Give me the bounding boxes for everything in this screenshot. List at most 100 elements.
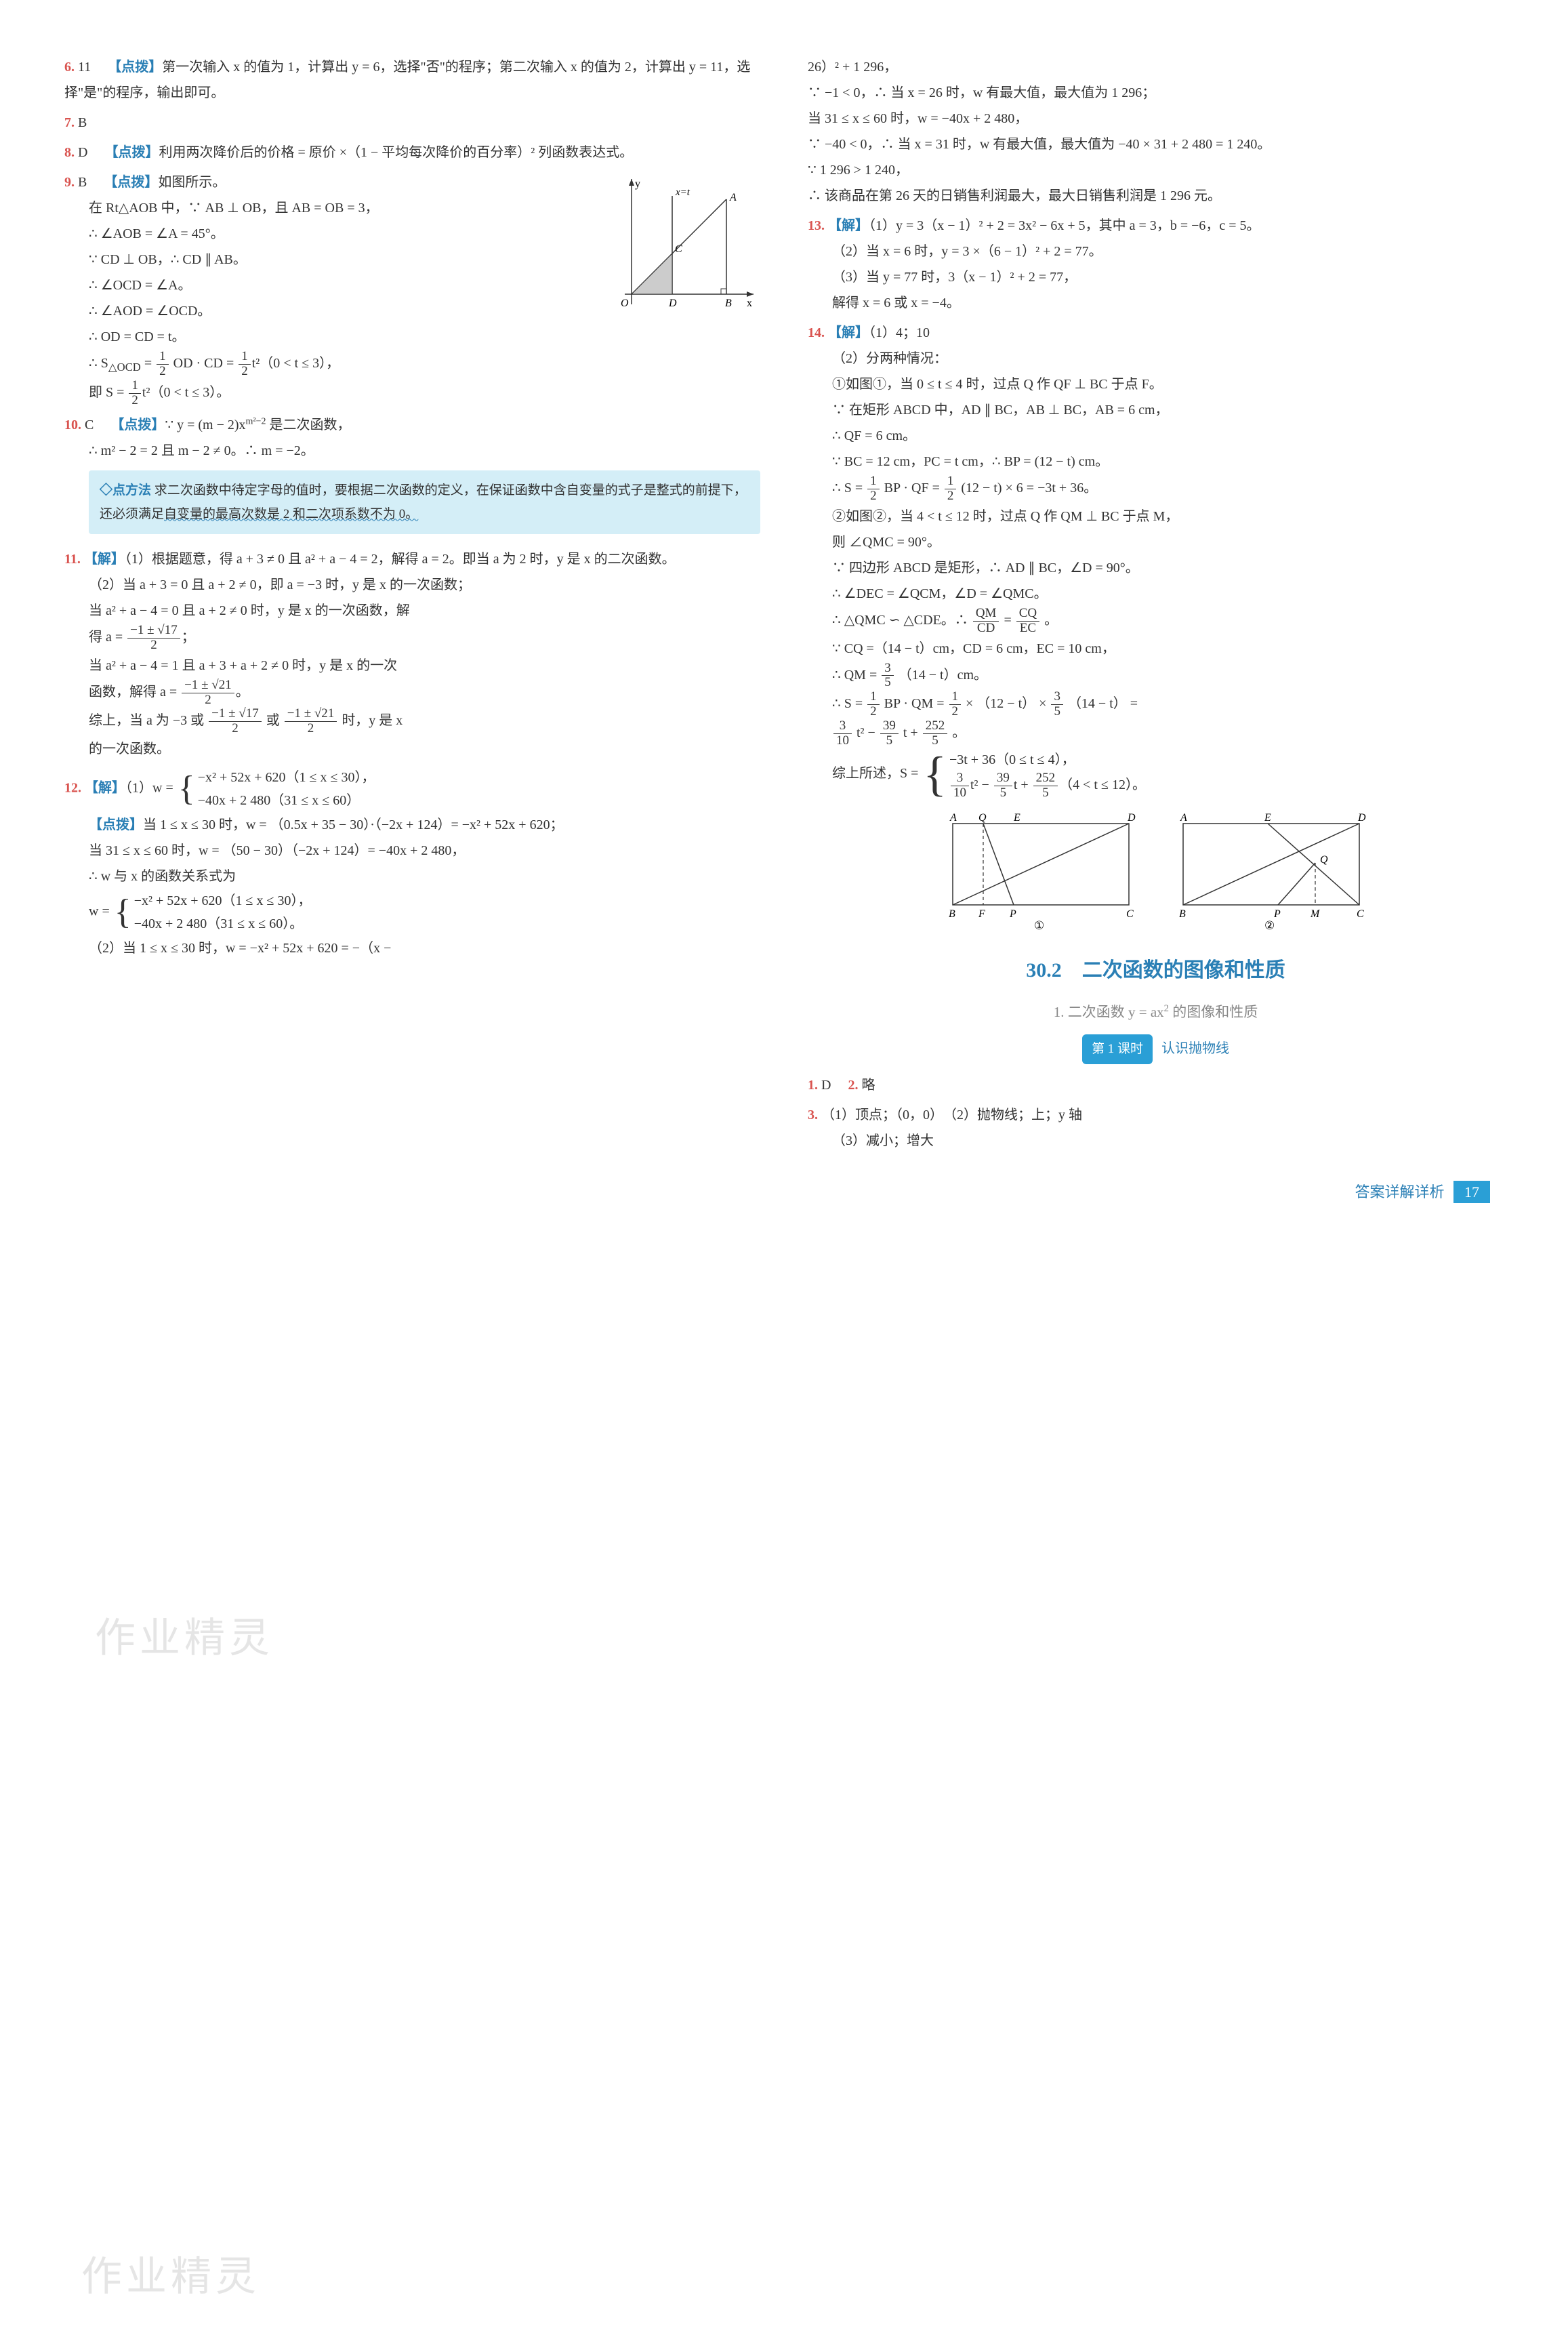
q-number: 10. (64, 418, 81, 432)
svg-text:B: B (725, 298, 732, 309)
svg-text:E: E (1264, 812, 1271, 824)
line: ②如图②，当 4 < t ≤ 12 时，过点 Q 作 QM ⊥ BC 于点 M， (808, 504, 1504, 529)
solve-tag: 【解】 (828, 325, 869, 340)
geometry-figures: A Q E D B F P C ① A E (808, 810, 1504, 932)
svg-text:Q: Q (978, 812, 987, 824)
line: 【点拨】当 1 ≤ x ≤ 30 时，w = （0.5x + 35 − 30）·… (64, 812, 760, 838)
line: ∵ −1 < 0，∴ 当 x = 26 时，w 有最大值，最大值为 1 296； (808, 80, 1504, 106)
q13: 13. 【解】（1）y = 3（x − 1）² + 2 = 3x² − 6x +… (808, 213, 1504, 316)
line: ∵ 1 296 > 1 240， (808, 157, 1504, 183)
q14: 14. 【解】（1）4；10 （2）分两种情况： ①如图①，当 0 ≤ t ≤ … (808, 320, 1504, 932)
piecewise: { −x² + 52x + 620（1 ≤ x ≤ 30）， −40x + 2 … (178, 766, 375, 812)
section-heading: 30.2 二次函数的图像和性质 (808, 951, 1504, 990)
line: 函数，解得 a = −1 ± √212。 (64, 679, 760, 708)
left-column: 6. 11 【点拨】 第一次输入 x 的值为 1，计算出 y = 6，选择"否"的… (64, 54, 760, 1158)
line: 得 a = −1 ± √172； (64, 624, 760, 653)
answer: C (85, 418, 94, 432)
q-number: 1. (808, 1078, 818, 1093)
footer-label: 答案详解详析 (1355, 1183, 1444, 1200)
page-number: 17 (1453, 1181, 1490, 1203)
hint-tag: 【点拨】 (104, 145, 159, 160)
line: 即 S = 12t²（0 < t ≤ 3）。 (64, 379, 760, 408)
q-number: 2. (848, 1078, 858, 1093)
subsection: 1. 二次函数 y = ax2 的图像和性质 (808, 999, 1504, 1026)
svg-text:C: C (1126, 908, 1134, 920)
svg-text:M: M (1310, 908, 1321, 920)
line: （2）分两种情况： (808, 346, 1504, 371)
line: ∵ −40 < 0，∴ 当 x = 31 时，w 有最大值，最大值为 −40 ×… (808, 131, 1504, 157)
solve-tag: 【解】 (84, 552, 125, 567)
svg-text:P: P (1273, 908, 1281, 920)
svg-text:x: x (747, 298, 752, 309)
line: ∴ ∠DEC = ∠QCM，∠D = ∠QMC。 (808, 581, 1504, 607)
line: （3）减小；增大 (808, 1128, 1504, 1154)
q-number: 14. (808, 325, 825, 340)
text: ∵ y = (m − 2)x (165, 418, 245, 432)
a3: 3. （1）顶点；（0，0） （2）抛物线；上；y 轴 （3）减小；增大 (808, 1102, 1504, 1154)
answer: 11 (78, 60, 91, 75)
q-number: 11. (64, 552, 81, 567)
line: ∴ QF = 6 cm。 (808, 423, 1504, 449)
line: 310 t² − 395 t + 2525 。 (808, 719, 1504, 748)
line: ∴ 该商品在第 26 天的日销售利润最大，最大日销售利润是 1 296 元。 (808, 183, 1504, 209)
tip-label: ◇点方法 (100, 479, 151, 502)
solve-tag: 【解】 (828, 218, 869, 233)
figure-1: A Q E D B F P C ① (939, 810, 1142, 932)
method-tip: ◇点方法 求二次函数中待定字母的值时，要根据二次函数的定义，在保证函数中含自变量… (89, 470, 760, 534)
svg-text:②: ② (1264, 919, 1275, 932)
text: 第一次输入 x 的值为 1，计算出 y = 6，选择"否"的程序；第二次输入 x… (64, 60, 750, 100)
hint-tag: 【点拨】 (104, 175, 158, 190)
line: ∵ BC = 12 cm，PC = t cm，∴ BP = (12 − t) c… (808, 449, 1504, 474)
line: ∴ S△OCD = 12 OD · CD = 12t²（0 < t ≤ 3）， (64, 350, 760, 379)
line: ∵ 四边形 ABCD 是矩形，∴ AD ∥ BC，∠D = 90°。 (808, 555, 1504, 581)
solve-tag: 【解】 (85, 781, 125, 796)
svg-text:y: y (635, 178, 640, 190)
text: 利用两次降价后的价格 = 原价 ×（1 − 平均每次降价的百分率）² 列函数表达… (159, 145, 633, 160)
hint-tag: 【点拨】 (110, 418, 165, 432)
text: （1）根据题意，得 a + 3 ≠ 0 且 a² + a − 4 = 2，解得 … (125, 552, 676, 567)
svg-text:A: A (949, 812, 957, 824)
answer: B (78, 115, 87, 130)
line: 当 a² + a − 4 = 0 且 a + 2 ≠ 0 时，y 是 x 的一次… (64, 598, 760, 624)
svg-text:D: D (668, 298, 677, 309)
svg-text:D: D (1357, 812, 1366, 824)
line: ∴ S = 12 BP · QM = 12 × （12 − t） × 35 （1… (808, 690, 1504, 719)
answer: 略 (861, 1078, 875, 1093)
svg-text:①: ① (1034, 919, 1044, 932)
q-number: 12. (64, 781, 81, 796)
line: 26）² + 1 296， (808, 54, 1504, 80)
svg-text:E: E (1013, 812, 1020, 824)
watermark: 作业精灵 (95, 1600, 274, 1677)
q10: 10. C 【点拨】∵ y = (m − 2)xm²−2 是二次函数， ∴ m²… (64, 412, 760, 464)
page-footer: 答案详解详析 17 (64, 1178, 1504, 1207)
watermark: 作业精灵 (81, 2238, 260, 2315)
line: w = { −x² + 52x + 620（1 ≤ x ≤ 30）， −40x … (64, 889, 760, 935)
svg-text:C: C (1357, 908, 1364, 920)
line: ∵ CQ =（14 − t）cm，CD = 6 cm，EC = 10 cm， (808, 636, 1504, 662)
text: 如图所示。 (158, 175, 226, 190)
line: （2）当 x = 6 时，y = 3 ×（6 − 1）² + 2 = 77。 (808, 239, 1504, 264)
answer: D (821, 1078, 831, 1093)
q-number: 8. (64, 145, 75, 160)
svg-text:B: B (1179, 908, 1186, 920)
q9: y x A B C D O x=t 9. B 【点拨】如图所示。 在 Rt△AO… (64, 169, 760, 408)
q-number: 6. (64, 60, 75, 75)
ans-row: 1. D 2. 略 (808, 1072, 1504, 1098)
q-number: 9. (64, 175, 75, 190)
lesson-pill: 第 1 课时 认识抛物线 (808, 1034, 1504, 1064)
line: ①如图①，当 0 ≤ t ≤ 4 时，过点 Q 作 QF ⊥ BC 于点 F。 (808, 371, 1504, 397)
svg-text:D: D (1127, 812, 1136, 824)
svg-text:A: A (729, 192, 737, 203)
q-number: 13. (808, 218, 825, 233)
line: ∵ 在矩形 ABCD 中，AD ∥ BC，AB ⊥ BC，AB = 6 cm， (808, 397, 1504, 423)
line: 则 ∠QMC = 90°。 (808, 529, 1504, 555)
right-column: 26）² + 1 296， ∵ −1 < 0，∴ 当 x = 26 时，w 有最… (808, 54, 1504, 1158)
q11: 11. 【解】（1）根据题意，得 a + 3 ≠ 0 且 a² + a − 4 … (64, 546, 760, 762)
line: ∴ S = 12 BP · QF = 12 (12 − t) × 6 = −3t… (808, 474, 1504, 504)
line: ∴ w 与 x 的函数关系式为 (64, 864, 760, 889)
svg-text:F: F (978, 908, 985, 920)
line: 综上所述，S = { −3t + 36（0 ≤ t ≤ 4）， 310t² − … (808, 748, 1504, 801)
svg-text:B: B (949, 908, 955, 920)
svg-text:A: A (1180, 812, 1187, 824)
text: （1）顶点；（0，0） （2）抛物线；上；y 轴 (821, 1108, 1082, 1122)
